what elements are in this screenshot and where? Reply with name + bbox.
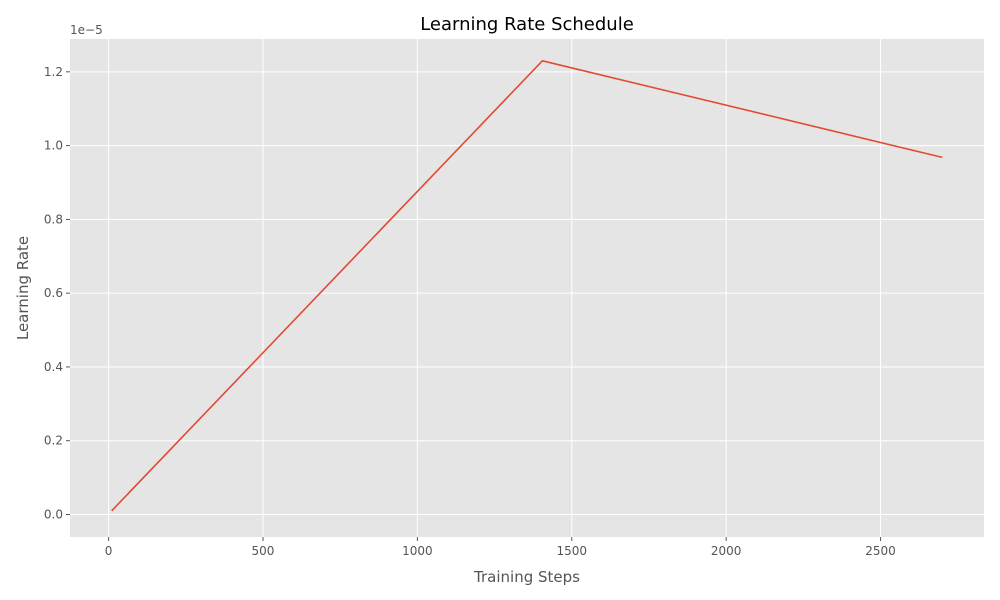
y-tick-label: 0.8 xyxy=(44,212,63,226)
x-axis-ticks: 0 500 1000 1500 2000 2500 xyxy=(105,537,896,558)
y-tick-label: 1.0 xyxy=(44,139,63,153)
x-tick-label: 1500 xyxy=(557,544,588,558)
y-axis-offset-label: 1e−5 xyxy=(70,23,103,37)
x-axis-label: Training Steps xyxy=(473,568,580,586)
x-tick-label: 500 xyxy=(252,544,275,558)
x-tick-label: 0 xyxy=(105,544,113,558)
chart-title: Learning Rate Schedule xyxy=(420,14,634,35)
y-tick-label: 0.2 xyxy=(44,434,63,448)
y-tick-label: 0.6 xyxy=(44,286,63,300)
y-tick-label: 0.0 xyxy=(44,507,63,521)
y-axis-ticks: 0.0 0.2 0.4 0.6 0.8 1.0 1.2 xyxy=(44,65,70,521)
gridlines xyxy=(70,39,984,537)
series-layer xyxy=(111,59,943,512)
plot-area xyxy=(70,39,984,537)
x-tick-label: 2000 xyxy=(711,544,742,558)
x-tick-label: 1000 xyxy=(402,544,433,558)
learning-rate-line xyxy=(111,59,943,512)
y-tick-label: 0.4 xyxy=(44,360,63,374)
y-axis-label: Learning Rate xyxy=(14,236,32,340)
x-tick-label: 2500 xyxy=(865,544,896,558)
y-tick-label: 1.2 xyxy=(44,65,63,79)
